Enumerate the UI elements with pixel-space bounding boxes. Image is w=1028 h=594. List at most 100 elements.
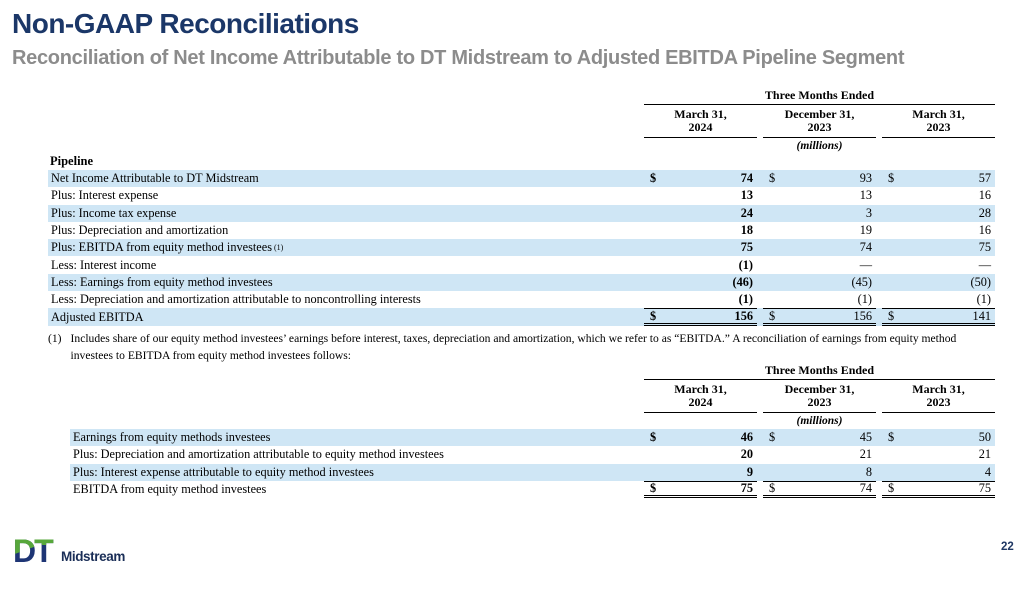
value-cell: — [763,256,876,273]
cell-value: 16 [978,188,991,203]
row-label: Adjusted EBITDA [48,308,644,325]
cell-value: 156 [734,308,753,323]
value-cell: 21 [882,446,995,463]
value-cells: $74 $93 $57 [644,170,995,187]
value-cells: (46) (45) (50) [644,274,995,291]
table-row: Adjusted EBITDA $156 $156 $141 [48,308,995,326]
column-header: March 31, 2023 [882,380,995,413]
row-label: Plus: Income tax expense [48,205,644,222]
value-cell: 3 [763,205,876,222]
column-header-line1: March 31, [674,107,727,121]
table-row: Plus: Depreciation and amortization attr… [70,446,995,463]
row-label: EBITDA from equity method investees [70,481,644,498]
row-label: Less: Depreciation and amortization attr… [48,291,644,308]
footnote-marker: (1) [48,332,62,345]
cell-value: 45 [859,430,872,445]
table-header: Three Months Ended March 31, 2024 December … [644,88,995,138]
table-row: EBITDA from equity method investees $75 $7… [70,480,995,499]
value-cells: 9 8 4 [644,464,995,481]
value-cell: (1) [763,291,876,308]
table-row: Plus: Interest expense attributable to e… [70,463,995,481]
footnote: (1) Includes share of our equity method … [48,331,1000,365]
value-cell: 75 [644,239,757,256]
cell-value: 24 [740,205,753,220]
equity-method-ebitda-table: Three Months Ended March 31, 2024 December … [70,363,995,499]
row-label: Plus: Depreciation and amortization [48,222,644,239]
table-row: Less: Earnings from equity method invest… [48,273,995,292]
cell-value: (46) [732,274,754,289]
value-cell: 16 [882,187,995,204]
units-label: (millions) [796,140,843,152]
value-cell: — [882,256,995,273]
value-cells: (1) — — [644,256,995,273]
value-cell: (1) [644,256,757,273]
value-cell: $46 [644,429,757,446]
value-cell: $74 [644,170,757,187]
cell-value: 3 [865,205,872,220]
value-cell: 18 [644,222,757,239]
table-row: Plus: Interest expense 13 13 16 [48,187,995,204]
table-row: Earnings from equity methods investees $4… [70,429,995,447]
dollar-sign: $ [769,430,776,445]
cell-value: — [859,257,872,272]
logo-letters-blue: DT [13,533,54,569]
value-cell: (50) [882,274,995,291]
cell-value: 93 [859,171,872,186]
cell-value: 75 [740,240,753,255]
value-cell: $156 [763,308,876,326]
row-label-text: Net Income Attributable to DT Midstream [51,171,259,186]
row-label-text: Less: Depreciation and amortization attr… [51,292,421,307]
column-header-line1: March 31, [912,107,965,121]
cell-value: 74 [740,171,753,186]
cell-value: — [978,257,991,272]
row-label-text: Plus: Depreciation and amortization [51,223,229,238]
row-label: Plus: Interest expense [48,187,644,204]
dollar-sign: $ [888,430,895,445]
logo-wordmark: Midstream [61,549,125,564]
value-cells: 13 13 16 [644,187,995,204]
value-cell: 21 [763,446,876,463]
row-label: Net Income Attributable to DT Midstream [48,170,644,187]
column-header-line2: 2023 [807,120,832,134]
cell-value: 21 [978,447,991,462]
cell-value: 21 [859,447,872,462]
column-header-line2: 2023 [926,395,951,409]
value-cell: $45 [763,429,876,446]
row-label: Less: Interest income [48,256,644,273]
period-span-header: Three Months Ended [644,363,995,380]
dollar-sign: $ [650,430,657,445]
cell-value: 141 [972,308,991,323]
row-label: Less: Earnings from equity method invest… [48,274,644,291]
value-cell: 13 [644,187,757,204]
table-row: Plus: EBITDA from equity method investee… [48,239,995,257]
row-label-text: Adjusted EBITDA [51,309,144,324]
value-cell: 19 [763,222,876,239]
section-label: Pipeline [50,154,94,168]
cell-value: 16 [978,223,991,238]
value-cell: 13 [763,187,876,204]
value-cell: $50 [882,429,995,446]
cell-value: (50) [970,274,992,289]
dollar-sign: $ [769,308,776,323]
cell-value: 28 [978,205,991,220]
footnote-reference: (1) [273,243,284,253]
column-header-line1: March 31, [674,382,727,396]
value-cell: $57 [882,170,995,187]
cell-value: 19 [859,223,872,238]
cell-value: (1) [738,257,753,272]
cell-value: 75 [978,481,991,496]
value-cell: (1) [882,291,995,308]
dt-midstream-logo: DT DT Midstream [12,531,136,576]
table-header: Three Months Ended March 31, 2024 December … [644,363,995,413]
column-header-line2: 2024 [688,120,713,134]
cell-value: (1) [976,292,991,307]
value-cell: 74 [763,239,876,256]
table-row: Net Income Attributable to DT Midstream $… [48,170,995,188]
row-label-text: Plus: EBITDA from equity method investee… [51,240,272,255]
dollar-sign: $ [888,481,895,496]
date-columns: March 31, 2024 December 31, 2023 March 31, 20… [644,380,995,413]
value-cells: $75 $74 $75 [644,480,995,499]
value-cells: (1) (1) (1) [644,291,995,308]
value-cell: 16 [882,222,995,239]
